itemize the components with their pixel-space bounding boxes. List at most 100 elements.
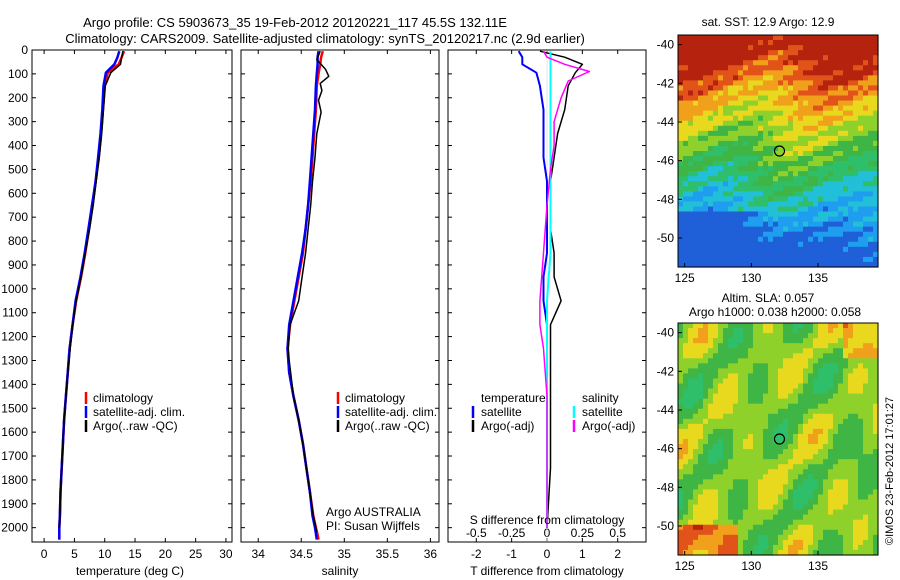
map-cell: [698, 176, 704, 182]
map-cell: [768, 479, 774, 485]
map-cell: [843, 161, 849, 167]
map-cell: [743, 338, 749, 344]
map-cell: [688, 251, 694, 258]
map-cell: [753, 549, 759, 556]
map-cell: [778, 201, 784, 208]
map-cell: [718, 261, 724, 268]
map-cell: [823, 428, 829, 435]
map-cell: [843, 479, 849, 485]
map-cell: [828, 35, 834, 41]
map-cell: [703, 60, 709, 66]
map-cell: [688, 529, 694, 536]
map-cell: [838, 211, 844, 218]
map-cell: [733, 514, 739, 521]
map-cell: [763, 125, 769, 132]
map-cell: [848, 125, 854, 132]
map-cell: [693, 35, 699, 41]
map-cell: [763, 423, 769, 430]
map-cell: [778, 368, 784, 375]
map-cell: [698, 449, 704, 455]
map-cell: [758, 211, 764, 218]
map-cell: [793, 40, 799, 46]
map-cell: [748, 90, 754, 97]
map-cell: [678, 549, 684, 556]
map-cell: [768, 90, 774, 97]
map-cell: [698, 110, 704, 117]
map-cell: [788, 444, 794, 450]
map-cell: [858, 353, 864, 359]
map-cell: [718, 115, 724, 122]
map-cell: [813, 45, 819, 51]
map-cell: [743, 120, 749, 127]
map-cell: [708, 408, 714, 415]
map-cell: [863, 100, 869, 107]
map-cell: [778, 459, 784, 465]
map-cell: [778, 358, 784, 364]
map-cell: [693, 474, 699, 480]
map-cell: [773, 544, 779, 551]
map-cell: [693, 368, 699, 375]
map-cell: [793, 261, 799, 268]
map-cell: [873, 191, 879, 197]
map-cell: [698, 423, 704, 430]
map-cell: [773, 383, 779, 390]
map-cell: [858, 534, 864, 541]
map-cell: [823, 256, 829, 263]
map-cell: [768, 55, 774, 61]
map-cell: [848, 524, 854, 531]
map-cell: [718, 509, 724, 516]
map-cell: [678, 388, 684, 395]
map-cell: [853, 216, 859, 223]
map-cell: [728, 161, 734, 167]
map-cell: [773, 216, 779, 223]
map-cell: [808, 343, 814, 349]
map-cell: [763, 261, 769, 268]
map-cell: [783, 388, 789, 395]
map-cell: [728, 524, 734, 531]
map-cell: [863, 171, 869, 177]
map-cell: [698, 534, 704, 541]
map-cell: [873, 474, 879, 480]
map-cell: [858, 55, 864, 61]
map-cell: [868, 241, 874, 248]
map-cell: [808, 55, 814, 61]
map-cell: [848, 544, 854, 551]
map-cell: [868, 333, 874, 339]
map-cell: [818, 256, 824, 263]
map-cell: [738, 504, 744, 511]
map-cell: [708, 105, 714, 112]
map-cell: [863, 348, 869, 354]
map-cell: [728, 494, 734, 501]
map-cell: [708, 338, 714, 344]
map-cell: [733, 388, 739, 395]
map-cell: [798, 100, 804, 107]
map-cell: [713, 469, 719, 475]
map-cell: [793, 70, 799, 76]
map-cell: [813, 201, 819, 208]
map-cell: [768, 353, 774, 359]
map-cell: [793, 120, 799, 127]
map-cell: [693, 206, 699, 213]
map-cell: [803, 418, 809, 425]
map-cell: [838, 35, 844, 41]
map-cell: [868, 323, 874, 329]
map-cell: [753, 494, 759, 501]
map-cell: [818, 383, 824, 390]
map-cell: [703, 206, 709, 213]
map-cell: [833, 368, 839, 375]
map-cell: [828, 363, 834, 369]
map-cell: [858, 514, 864, 521]
map-cell: [688, 55, 694, 61]
map-cell: [873, 145, 879, 152]
map-cell: [693, 373, 699, 380]
map-cell: [783, 50, 789, 56]
map-cell: [783, 186, 789, 192]
map-cell: [858, 444, 864, 450]
map-cell: [823, 444, 829, 450]
map-cell: [723, 489, 729, 496]
map-cell: [848, 529, 854, 536]
map-cell: [793, 549, 799, 556]
map-cell: [813, 130, 819, 137]
map-cell: [843, 348, 849, 354]
map-cell: [848, 60, 854, 66]
